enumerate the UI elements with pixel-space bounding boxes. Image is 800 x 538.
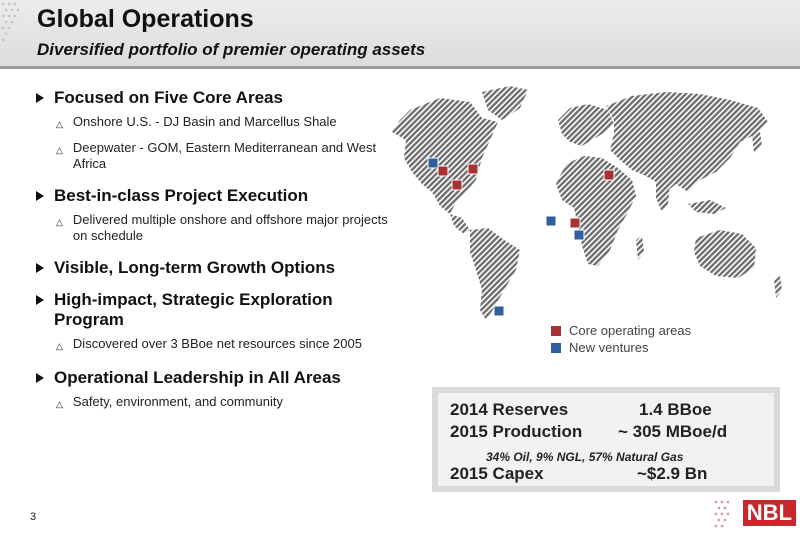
triangle-bullet-icon: [36, 263, 44, 273]
sub-bullet-item: △ Discovered over 3 BBoe net resources s…: [56, 336, 396, 354]
sub-bullet-text: Onshore U.S. - DJ Basin and Marcellus Sh…: [72, 114, 337, 129]
reserves-label: 2014 Reserves: [450, 400, 569, 419]
marker-new-venture: [545, 215, 557, 227]
stats-box: 2014 Reserves 1.4 BBoe 2015 Production ~…: [432, 387, 780, 492]
sub-bullet-text: Discovered over 3 BBoe net resources sin…: [72, 336, 362, 351]
production-mix: 34% Oil, 9% NGL, 57% Natural Gas: [486, 450, 684, 464]
capex-label: 2015 Capex: [450, 464, 544, 483]
production-value: ~ 305 MBoe/d: [618, 422, 728, 441]
legend-item-new: New ventures: [551, 339, 691, 356]
sub-bullet-item: △ Delivered multiple onshore and offshor…: [56, 212, 396, 244]
logo-dot-pattern: [714, 500, 730, 528]
world-map: [392, 86, 782, 320]
triangle-outline-icon: △: [56, 341, 63, 351]
bullet-text: Focused on Five Core Areas: [54, 88, 283, 107]
sub-bullet-item: △ Onshore U.S. - DJ Basin and Marcellus …: [56, 114, 396, 132]
production-label: 2015 Production: [450, 422, 583, 441]
continents: [392, 86, 782, 320]
company-logo: NBL: [712, 496, 800, 533]
triangle-bullet-icon: [36, 295, 44, 305]
bullet-item: Best-in-class Project Execution: [36, 186, 396, 206]
triangle-outline-icon: △: [56, 399, 63, 409]
marker-core-area: [569, 217, 581, 229]
sub-bullet-item: △ Deepwater - GOM, Eastern Mediterranean…: [56, 140, 396, 172]
triangle-bullet-icon: [36, 373, 44, 383]
bullet-list: Focused on Five Core Areas △ Onshore U.S…: [36, 88, 396, 420]
sub-bullet-item: △ Safety, environment, and community: [56, 394, 396, 412]
bullet-text: Operational Leadership in All Areas: [54, 368, 341, 387]
page-title: Global Operations: [37, 5, 254, 33]
map-legend: Core operating areas New ventures: [551, 322, 691, 356]
marker-new-venture: [573, 229, 585, 241]
triangle-outline-icon: △: [56, 145, 63, 155]
marker-core-area: [437, 165, 449, 177]
bullet-item: High-impact, Strategic Exploration Progr…: [36, 290, 396, 330]
marker-new-venture: [493, 305, 505, 317]
page-number: 3: [30, 511, 37, 523]
marker-new-venture: [427, 157, 439, 169]
legend-label-new: New ventures: [569, 340, 649, 355]
marker-core-area: [451, 179, 463, 191]
header-bar: Global Operations Diversified portfolio …: [0, 0, 800, 69]
bullet-text: Best-in-class Project Execution: [54, 186, 309, 205]
sub-bullet-text: Deepwater - GOM, Eastern Mediterranean a…: [72, 140, 377, 171]
marker-core-area: [467, 163, 479, 175]
location-markers: [427, 157, 615, 317]
dot-pattern-decoration: [1, 2, 20, 42]
triangle-bullet-icon: [36, 191, 44, 201]
bullet-text: Visible, Long-term Growth Options: [54, 258, 336, 277]
bullet-item: Visible, Long-term Growth Options: [36, 258, 396, 278]
stats-box-inner: 2014 Reserves 1.4 BBoe 2015 Production ~…: [438, 393, 774, 486]
capex-value: ~$2.9 Bn: [637, 464, 708, 483]
legend-item-core: Core operating areas: [551, 322, 691, 339]
triangle-outline-icon: △: [56, 217, 63, 227]
legend-swatch-core: [551, 325, 561, 336]
reserves-value: 1.4 BBoe: [639, 400, 712, 419]
bullet-text: High-impact, Strategic Exploration Progr…: [54, 290, 333, 329]
sub-bullet-text: Delivered multiple onshore and offshore …: [72, 212, 388, 243]
triangle-bullet-icon: [36, 93, 44, 103]
page-subtitle: Diversified portfolio of premier operati…: [37, 40, 426, 59]
bullet-item: Operational Leadership in All Areas: [36, 368, 396, 388]
logo-text: NBL: [742, 500, 796, 526]
legend-swatch-new: [551, 342, 561, 353]
header-divider: [0, 66, 800, 69]
marker-core-area: [603, 169, 615, 181]
triangle-outline-icon: △: [56, 119, 63, 129]
bullet-item: Focused on Five Core Areas: [36, 88, 396, 108]
sub-bullet-text: Safety, environment, and community: [72, 394, 283, 409]
legend-label-core: Core operating areas: [569, 323, 692, 338]
